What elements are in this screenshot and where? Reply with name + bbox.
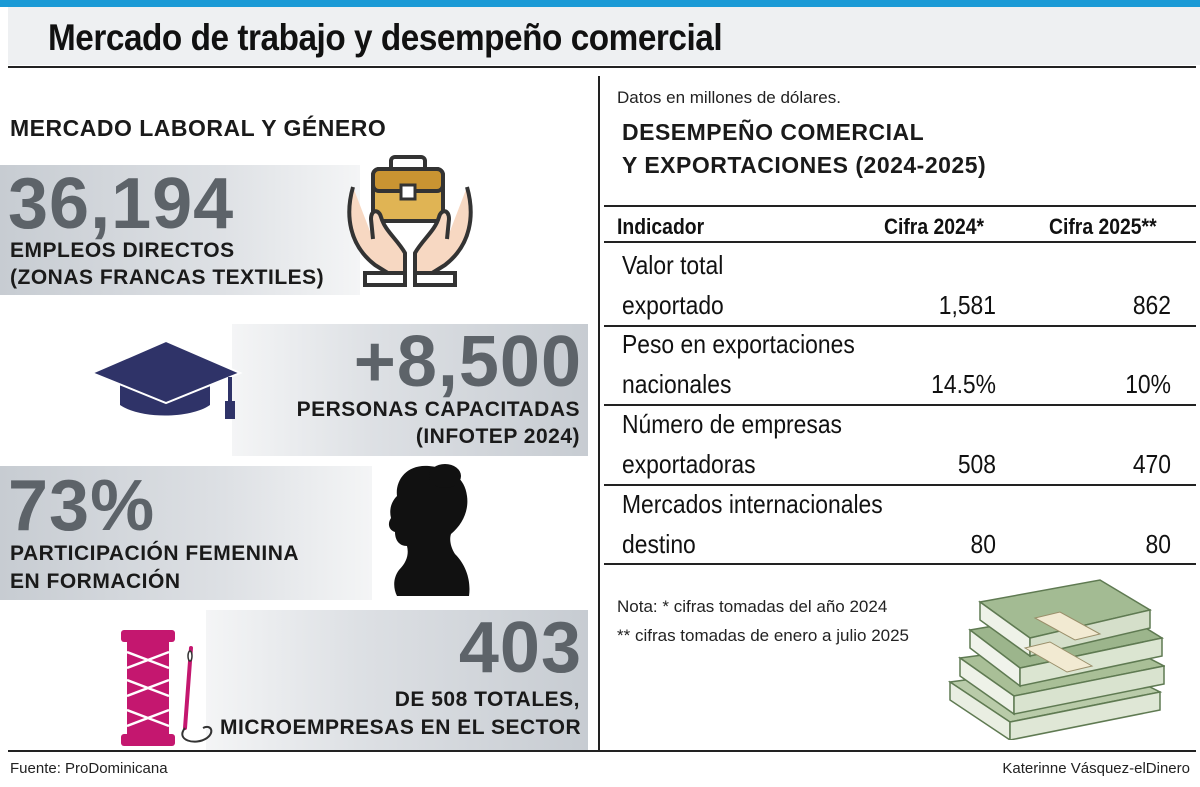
footer-source: Fuente: ProDominicana: [10, 760, 168, 777]
table-top-rule: [604, 205, 1196, 207]
row3-value-2025: 470: [1132, 449, 1171, 479]
row3-label-2: exportadoras: [622, 449, 756, 479]
row1-label-2: exportado: [622, 290, 724, 320]
stat-value-micro: 403: [458, 608, 582, 688]
trade-section-title-line2: Y EXPORTACIONES (2024-2025): [622, 152, 987, 178]
col-header-2025: Cifra 2025**: [1049, 214, 1157, 239]
stat-value-employment: 36,194: [8, 164, 235, 244]
stat-caption-micro-1: DE 508 TOTALES,: [394, 688, 580, 711]
table-row-rule: [604, 484, 1196, 486]
stat-caption-training-2: (INFOTEP 2024): [415, 425, 580, 448]
money-stack-icon: [947, 579, 1165, 740]
stat-caption-employment-2: (ZONAS FRANCAS TEXTILES): [10, 266, 325, 289]
thread-needle-icon: [121, 630, 213, 746]
row4-value-2024: 80: [970, 529, 996, 559]
title-divider: [8, 66, 1196, 68]
woman-profile-icon: [388, 464, 470, 596]
stat-caption-women-2: EN FORMACIÓN: [10, 570, 181, 593]
stat-caption-employment-1: EMPLEOS DIRECTOS: [10, 239, 235, 262]
row3-label-1: Número de empresas: [622, 409, 842, 439]
stat-caption-women-1: PARTICIPACIÓN FEMENINA: [10, 542, 300, 565]
stat-caption-training-1: PERSONAS CAPACITADAS: [296, 398, 580, 421]
title-band: Mercado de trabajo y desempeño comercial: [8, 7, 1200, 65]
top-accent-bar: [0, 0, 1200, 7]
stat-value-training: +8,500: [353, 322, 582, 402]
table-row-rule: [604, 325, 1196, 327]
note-2024: Nota: * cifras tomadas del año 2024: [617, 597, 888, 616]
row4-value-2025: 80: [1145, 529, 1171, 559]
page-title: Mercado de trabajo y desempeño comercial: [48, 17, 723, 58]
row4-label-2: destino: [622, 529, 696, 559]
row2-label-1: Peso en exportaciones: [622, 329, 855, 359]
footer-credit: Katerinne Vásquez-elDinero: [1002, 760, 1190, 777]
stat-band-women: [0, 466, 372, 600]
table-bottom-rule: [604, 563, 1196, 565]
col-header-2024: Cifra 2024*: [884, 214, 985, 239]
table-row-rule: [604, 404, 1196, 406]
column-divider: [598, 76, 600, 750]
row1-value-2025: 862: [1132, 290, 1171, 320]
stat-band-training: [232, 324, 588, 456]
trade-section-title: DESEMPEÑO COMERCIAL Y EXPORTACIONES (202…: [622, 116, 986, 182]
graduation-cap-icon: [90, 339, 243, 419]
hands-briefcase-icon: [347, 155, 473, 287]
row2-label-2: nacionales: [622, 369, 732, 399]
footer-divider: [8, 750, 1196, 752]
stat-caption-micro-2: MICROEMPRESAS EN EL SECTOR: [220, 716, 582, 739]
row4-label-1: Mercados internacionales: [622, 489, 883, 519]
stat-value-women: 73%: [8, 466, 156, 546]
row2-value-2024: 14.5%: [931, 369, 996, 399]
stat-band-employment: [0, 165, 360, 295]
row3-value-2024: 508: [957, 449, 996, 479]
row2-value-2025: 10%: [1125, 369, 1171, 399]
note-2025: ** cifras tomadas de enero a julio 2025: [617, 626, 910, 645]
labor-section-title: MERCADO LABORAL Y GÉNERO: [10, 115, 387, 141]
trade-section-title-line1: DESEMPEÑO COMERCIAL: [622, 119, 925, 145]
table-header-rule: [604, 241, 1196, 243]
row1-label-1: Valor total: [622, 250, 724, 280]
stat-band-micro: [206, 610, 588, 750]
units-note: Datos en millones de dólares.: [617, 88, 841, 107]
col-header-indicator: Indicador: [617, 214, 705, 239]
row1-value-2024: 1,581: [938, 290, 996, 320]
